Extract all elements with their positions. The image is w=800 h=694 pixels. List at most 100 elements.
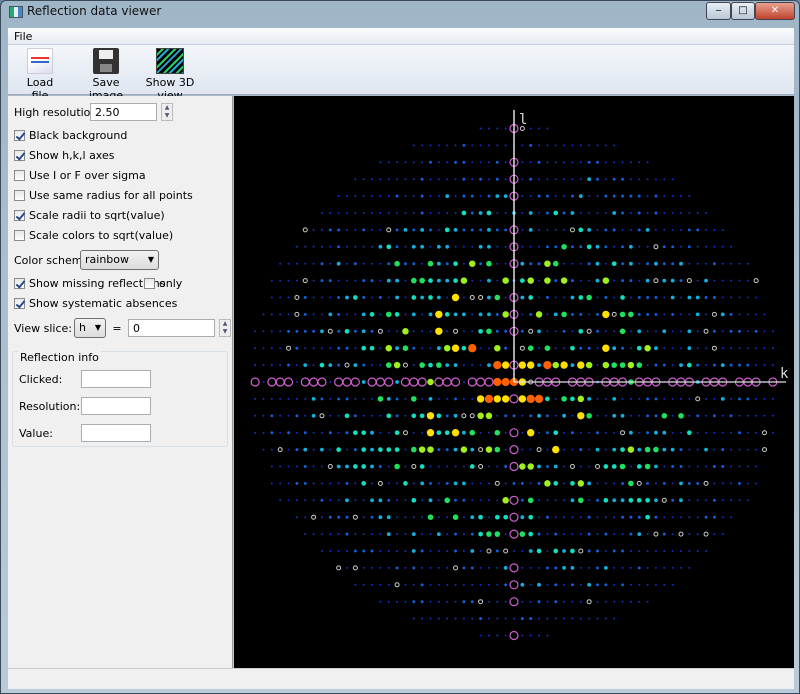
reflection-point[interactable] [471,161,474,164]
reflection-point[interactable] [487,431,490,434]
reflection-point[interactable] [378,244,383,249]
reflection-point[interactable] [671,195,674,198]
reflection-point[interactable] [646,245,649,248]
reflection-point[interactable] [411,532,416,536]
reflection-point[interactable] [679,481,683,486]
reflection-point[interactable] [562,549,566,553]
reflection-point[interactable] [546,144,549,147]
reflection-point[interactable] [312,245,315,248]
reflection-point[interactable] [746,363,750,367]
reflection-point[interactable] [627,446,635,453]
reflection-point[interactable] [596,431,599,435]
reflection-point[interactable] [763,330,766,333]
reflection-point[interactable] [680,566,682,569]
reflection-point[interactable] [613,566,616,569]
reflection-point[interactable] [603,566,608,570]
reflection-point[interactable] [537,363,541,367]
reflection-point[interactable] [379,533,382,536]
reflection-point[interactable] [412,144,415,147]
reflection-point[interactable] [746,414,749,417]
systematic-absence[interactable] [453,328,459,334]
systematic-absence[interactable] [469,413,475,419]
reflection-point[interactable] [320,431,323,434]
missing-reflection[interactable] [409,377,419,387]
reflection-point[interactable] [328,279,332,283]
reflection-point[interactable] [404,583,407,586]
reflection-point[interactable] [613,161,616,164]
reflection-point[interactable] [596,296,599,299]
reflection-point[interactable] [453,413,458,418]
reflection-point[interactable] [537,160,541,164]
reflection-point[interactable] [462,430,466,435]
systematic-absence[interactable] [469,295,475,300]
reflection-point[interactable] [637,515,641,519]
reflection-point[interactable] [613,330,616,333]
reflection-point[interactable] [470,532,474,536]
reflection-point[interactable] [487,194,491,198]
systematic-absence[interactable] [703,480,709,486]
reflection-point[interactable] [412,346,416,350]
systematic-absence[interactable] [402,362,408,368]
reflection-point[interactable] [353,464,358,469]
reflection-point[interactable] [553,481,559,486]
reflection-point[interactable] [528,228,533,232]
reflection-point[interactable] [444,312,450,317]
reflection-point[interactable] [427,378,434,386]
reflection-point[interactable] [663,296,666,299]
reflection-point[interactable] [361,345,367,351]
reflection-point[interactable] [696,448,699,451]
reflection-point[interactable] [386,532,391,536]
reflection-point[interactable] [412,600,416,604]
reflection-point[interactable] [493,395,501,403]
reflection-point[interactable] [378,498,383,503]
reflection-point[interactable] [361,447,367,452]
reflection-point[interactable] [495,160,499,164]
reflection-point[interactable] [396,533,399,536]
reflection-point[interactable] [721,262,724,265]
reflection-point[interactable] [563,347,566,350]
reflection-point[interactable] [730,262,733,265]
reflection-point[interactable] [411,396,417,402]
reflection-point[interactable] [579,465,582,468]
reflection-point[interactable] [687,329,692,334]
reflection-point[interactable] [538,566,541,569]
reflection-point[interactable] [646,212,649,214]
missing-reflection[interactable] [275,377,285,387]
reflection-point[interactable] [412,516,415,519]
reflection-point[interactable] [629,532,633,536]
reflection-point[interactable] [404,296,407,299]
reflection-point[interactable] [570,211,575,215]
missing-reflection[interactable] [367,377,377,387]
reflection-point[interactable] [578,295,584,300]
reflection-point[interactable] [471,617,474,620]
reflection-point[interactable] [444,430,450,436]
reflection-point[interactable] [545,245,549,249]
reflection-point[interactable] [436,346,441,351]
reflection-point[interactable] [462,533,465,536]
reflection-point[interactable] [445,278,450,283]
reflection-point[interactable] [453,363,458,367]
reflection-point[interactable] [504,144,507,147]
reflection-point[interactable] [336,464,341,469]
missing-reflection[interactable] [300,377,310,387]
reflection-point[interactable] [287,329,290,333]
reflection-point[interactable] [496,617,499,620]
reflection-point[interactable] [629,465,632,468]
reflection-point[interactable] [428,362,433,368]
reflection-point[interactable] [520,261,525,266]
missing-reflection[interactable] [434,377,444,387]
reflection-point[interactable] [588,448,591,451]
reflection-point[interactable] [445,414,449,418]
reflection-point[interactable] [346,566,348,569]
reflection-point[interactable] [354,279,357,282]
reflection-point[interactable] [529,245,532,248]
reflection-point[interactable] [554,195,557,198]
reflection-point[interactable] [370,430,374,435]
systematic-absence[interactable] [678,531,684,537]
reflection-point[interactable] [596,482,599,485]
reflection-point[interactable] [518,361,527,369]
reflection-point[interactable] [705,465,708,468]
reflection-point[interactable] [478,211,483,215]
reflection-point[interactable] [493,360,502,370]
reflection-point[interactable] [353,430,358,436]
